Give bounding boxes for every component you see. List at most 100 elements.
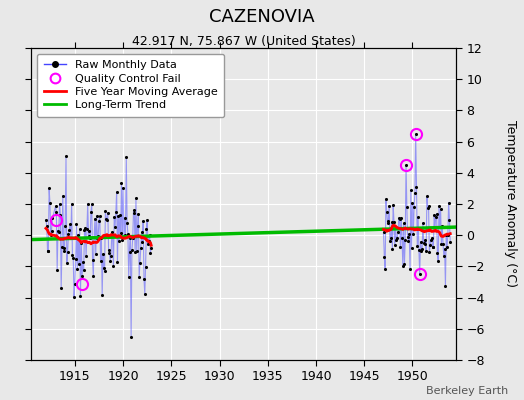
Point xyxy=(420,240,428,246)
Point xyxy=(138,239,147,246)
Point xyxy=(425,249,433,255)
Point xyxy=(429,244,438,250)
Point xyxy=(418,246,427,252)
Point xyxy=(73,266,81,272)
Point xyxy=(67,234,75,241)
Point xyxy=(432,214,440,221)
Point xyxy=(84,232,93,239)
Point xyxy=(131,249,139,256)
Point xyxy=(420,240,429,247)
Point xyxy=(413,243,421,249)
Point xyxy=(134,211,143,218)
Point xyxy=(96,258,105,264)
Point xyxy=(57,284,66,291)
Point xyxy=(408,200,417,206)
Point xyxy=(133,223,141,229)
Point xyxy=(121,231,129,238)
Point xyxy=(137,244,145,251)
Point xyxy=(104,209,112,216)
Point xyxy=(127,333,135,340)
Point xyxy=(125,274,133,280)
Point xyxy=(433,250,442,256)
Point xyxy=(125,248,134,255)
Point xyxy=(107,229,116,235)
Point xyxy=(105,250,114,256)
Point xyxy=(80,267,88,273)
Point xyxy=(404,237,412,244)
Point xyxy=(379,229,388,236)
Point xyxy=(104,247,113,253)
Point xyxy=(137,229,146,235)
Point xyxy=(69,255,78,262)
Point xyxy=(116,212,124,218)
Point xyxy=(128,246,136,253)
Point xyxy=(440,252,448,259)
Point xyxy=(61,222,69,229)
Point xyxy=(397,214,406,221)
Point xyxy=(59,245,68,252)
Point xyxy=(80,227,89,234)
Point xyxy=(143,217,151,223)
Point xyxy=(386,238,394,244)
Point xyxy=(81,225,90,231)
Point xyxy=(429,244,437,250)
Point xyxy=(94,233,102,240)
Point xyxy=(411,190,419,196)
Point xyxy=(414,246,423,253)
Point xyxy=(135,274,144,280)
Point xyxy=(416,271,424,278)
Point xyxy=(419,220,427,226)
Point xyxy=(400,260,409,267)
Point xyxy=(402,162,410,168)
Point xyxy=(59,193,67,199)
Point xyxy=(113,259,122,266)
Point xyxy=(62,153,70,160)
Point xyxy=(391,225,400,232)
Point xyxy=(380,254,388,260)
Point xyxy=(107,252,115,259)
Point xyxy=(387,235,395,241)
Point xyxy=(89,257,97,264)
Point xyxy=(431,224,439,230)
Point xyxy=(422,248,430,254)
Point xyxy=(432,210,441,217)
Point xyxy=(407,187,415,193)
Point xyxy=(46,200,54,206)
Point xyxy=(95,213,104,220)
Point xyxy=(92,251,100,257)
Point xyxy=(89,273,97,280)
Point xyxy=(86,235,94,241)
Point xyxy=(52,209,61,216)
Point xyxy=(406,266,414,273)
Point xyxy=(392,237,400,243)
Point xyxy=(427,237,435,243)
Point xyxy=(411,130,420,137)
Point xyxy=(42,222,51,229)
Point xyxy=(68,201,76,207)
Point xyxy=(142,226,150,232)
Point xyxy=(74,231,82,238)
Point xyxy=(126,235,135,242)
Point xyxy=(79,258,87,265)
Point xyxy=(98,292,106,298)
Point xyxy=(395,215,403,222)
Point xyxy=(103,217,111,224)
Point xyxy=(402,204,411,210)
Point xyxy=(141,264,150,270)
Point xyxy=(111,224,119,230)
Point xyxy=(92,213,101,219)
Point xyxy=(115,238,123,244)
Point xyxy=(114,213,123,220)
Point xyxy=(121,214,129,221)
Point xyxy=(45,185,53,192)
Point xyxy=(99,251,107,257)
Point xyxy=(444,232,452,238)
Point xyxy=(133,248,141,254)
Point xyxy=(136,260,144,266)
Point xyxy=(58,244,66,250)
Point xyxy=(399,263,407,269)
Point xyxy=(426,242,434,248)
Text: Berkeley Earth: Berkeley Earth xyxy=(426,386,508,396)
Point xyxy=(70,294,78,300)
Point xyxy=(438,223,446,229)
